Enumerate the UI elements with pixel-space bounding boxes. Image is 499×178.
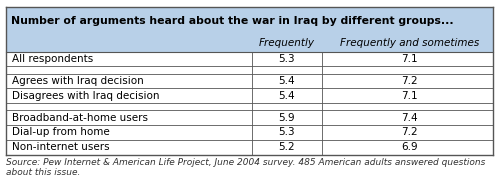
Text: All respondents: All respondents — [12, 54, 93, 64]
Bar — [6, 7, 493, 35]
Text: 5.4: 5.4 — [278, 76, 295, 86]
Text: 7.4: 7.4 — [401, 112, 418, 123]
Text: 5.3: 5.3 — [278, 54, 295, 64]
Bar — [6, 140, 493, 155]
Bar — [6, 103, 493, 110]
Text: 7.1: 7.1 — [401, 54, 418, 64]
Text: Dial-up from home: Dial-up from home — [12, 127, 110, 137]
Text: 5.4: 5.4 — [278, 91, 295, 101]
Bar — [6, 52, 493, 66]
Bar — [6, 35, 493, 52]
Text: Source: Pew Internet & American Life Project, June 2004 survey. 485 American adu: Source: Pew Internet & American Life Pro… — [6, 158, 486, 177]
Text: 7.1: 7.1 — [401, 91, 418, 101]
Text: Agrees with Iraq decision: Agrees with Iraq decision — [12, 76, 144, 86]
Bar — [6, 88, 493, 103]
Text: Non-internet users: Non-internet users — [12, 142, 110, 152]
Bar — [6, 110, 493, 125]
Text: Frequently and sometimes: Frequently and sometimes — [339, 38, 479, 48]
Text: Disagrees with Iraq decision: Disagrees with Iraq decision — [12, 91, 160, 101]
Text: Broadband-at-home users: Broadband-at-home users — [12, 112, 148, 123]
Text: Number of arguments heard about the war in Iraq by different groups...: Number of arguments heard about the war … — [11, 16, 454, 26]
Text: 5.3: 5.3 — [278, 127, 295, 137]
Bar — [6, 125, 493, 140]
Text: Frequently: Frequently — [259, 38, 315, 48]
Text: 6.9: 6.9 — [401, 142, 418, 152]
Text: 7.2: 7.2 — [401, 76, 418, 86]
Text: 5.2: 5.2 — [278, 142, 295, 152]
Bar — [6, 66, 493, 74]
Text: 5.9: 5.9 — [278, 112, 295, 123]
Text: 7.2: 7.2 — [401, 127, 418, 137]
Bar — [6, 74, 493, 88]
